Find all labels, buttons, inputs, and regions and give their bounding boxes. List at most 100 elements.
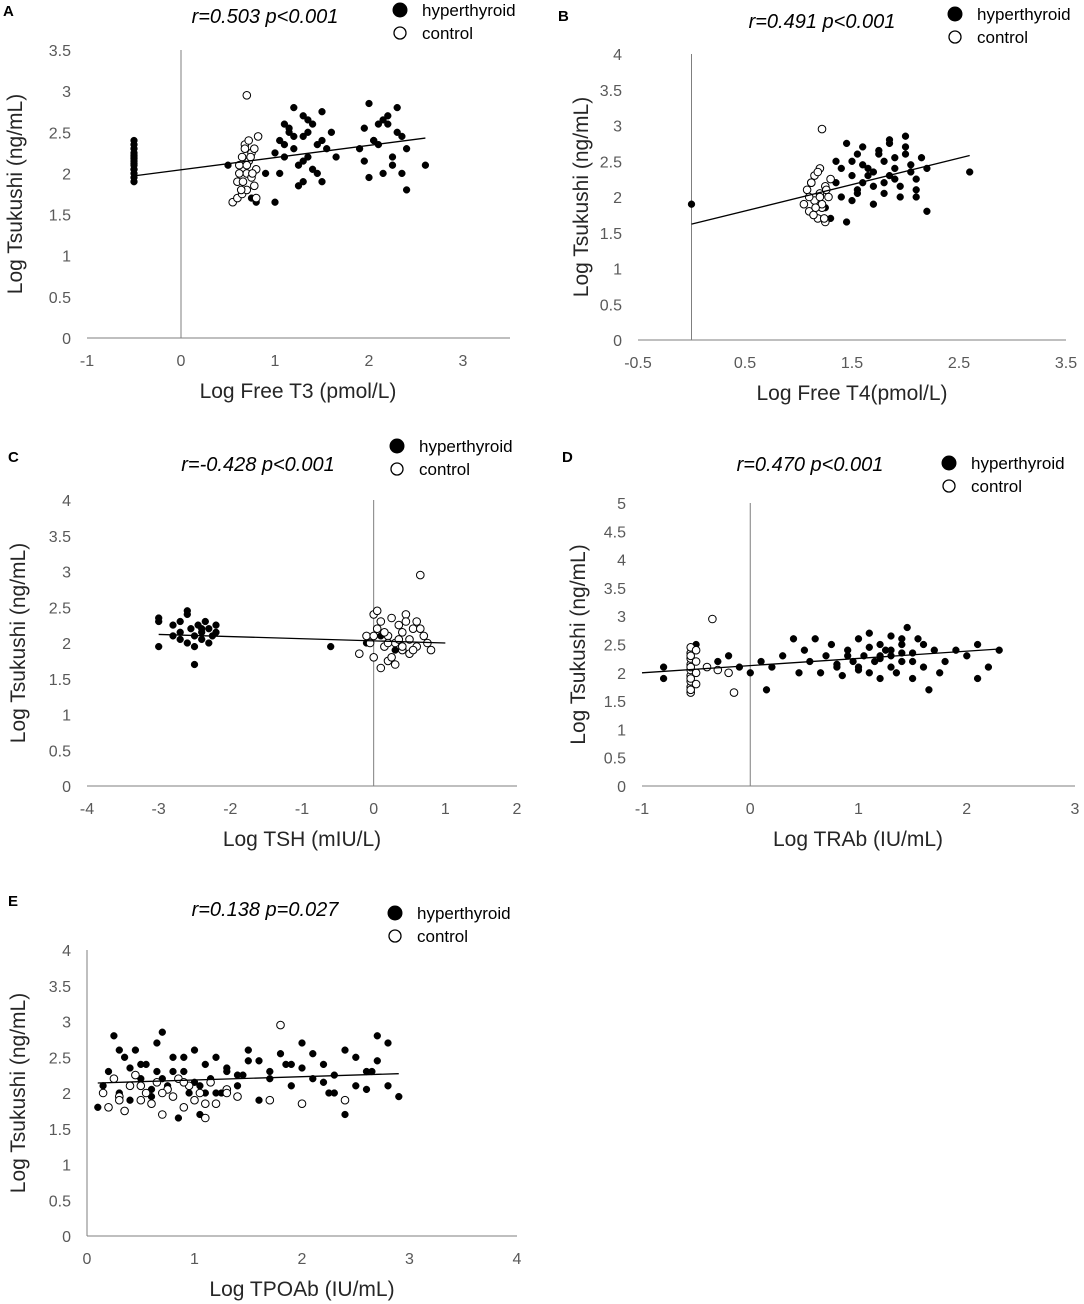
hyperthyroid-point bbox=[319, 1060, 328, 1069]
y-tick-label: 4 bbox=[62, 943, 71, 960]
hyperthyroid-point bbox=[914, 635, 922, 643]
hyperthyroid-point bbox=[266, 1067, 274, 1076]
control-point bbox=[158, 1110, 167, 1119]
hyperthyroid-point bbox=[153, 1039, 161, 1047]
panel-c: C r=-0.428 p<0.001 0 0.5 1 1.5 2 2.5 3 3.5 4 -4 -3… bbox=[7, 437, 522, 851]
trendline bbox=[133, 137, 426, 177]
y-axis-title: Log Tsukushi (ng/mL) bbox=[4, 94, 27, 294]
x-tick-label: -0.5 bbox=[624, 355, 652, 372]
hyperthyroid-point bbox=[395, 1092, 403, 1101]
legend-control-marker bbox=[948, 30, 962, 44]
hyperthyroid-point bbox=[158, 1028, 166, 1036]
hyperthyroid-point bbox=[402, 145, 411, 153]
hyperthyroid-point bbox=[892, 669, 901, 677]
hyperthyroid-point bbox=[903, 623, 911, 632]
hyperthyroid-point bbox=[919, 640, 928, 649]
hyperthyroid-point bbox=[313, 169, 321, 178]
hyperthyroid-point bbox=[180, 1053, 188, 1061]
y-tick-label: 4 bbox=[62, 493, 71, 510]
x-tick-label: 1.5 bbox=[841, 355, 863, 372]
hyperthyroid-point bbox=[169, 1053, 177, 1061]
hyperthyroid-point bbox=[379, 116, 387, 124]
hyperthyroid-point bbox=[384, 1039, 392, 1047]
hyperthyroid-point bbox=[201, 617, 209, 626]
hyperthyroid-point bbox=[244, 1046, 252, 1054]
x-axis-title: Log Free T4(pmol/L) bbox=[756, 382, 947, 405]
y-tick-label: 2 bbox=[62, 1086, 71, 1103]
hyperthyroid-point bbox=[816, 669, 825, 677]
hyperthyroid-point bbox=[901, 143, 910, 151]
control-point bbox=[729, 688, 739, 697]
hyperthyroid-point bbox=[325, 1089, 333, 1097]
control-point bbox=[136, 1081, 146, 1091]
control-point bbox=[201, 1113, 210, 1123]
hyperthyroid-point bbox=[299, 157, 307, 165]
control-point bbox=[383, 638, 393, 648]
control-point bbox=[242, 160, 252, 170]
control-point bbox=[141, 1088, 151, 1098]
hyperthyroid-point bbox=[198, 625, 206, 633]
y-axis-title: Log Tsukushi (ng/mL) bbox=[570, 97, 593, 297]
hyperthyroid-point bbox=[714, 657, 722, 666]
hyperthyroid-point bbox=[724, 652, 733, 660]
y-tick-label: 1.5 bbox=[49, 1122, 71, 1139]
y-tick-label: 2 bbox=[62, 636, 71, 653]
y-tick-label: 4.5 bbox=[604, 524, 626, 541]
y-tick-label: 2.5 bbox=[49, 125, 71, 142]
hyperthyroid-point bbox=[901, 132, 910, 140]
hyperthyroid-point bbox=[887, 663, 895, 671]
hyperthyroid-point bbox=[266, 1075, 274, 1083]
legend-control-label: control bbox=[417, 927, 468, 946]
hyperthyroid-point bbox=[402, 186, 411, 194]
hyperthyroid-point bbox=[110, 1032, 118, 1040]
control-point bbox=[104, 1103, 113, 1112]
trendline bbox=[691, 154, 970, 225]
y-tick-label: 3 bbox=[613, 119, 622, 136]
y-tick-label: 1 bbox=[62, 249, 71, 266]
legend-control-label: control bbox=[971, 477, 1022, 496]
hyperthyroid-point bbox=[212, 1053, 220, 1061]
y-tick-label: 3.5 bbox=[49, 979, 71, 996]
y-tick-label: 2 bbox=[62, 166, 71, 183]
control-point bbox=[109, 1074, 119, 1083]
y-tick-label: 3.5 bbox=[604, 581, 626, 598]
y-tick-label: 0.5 bbox=[49, 1193, 71, 1210]
hyperthyroid-point bbox=[115, 1046, 123, 1054]
hyperthyroid-point bbox=[365, 99, 373, 108]
hyperthyroid-point bbox=[360, 124, 368, 132]
hyperthyroid-point bbox=[282, 1060, 290, 1069]
stats-label: r=0.138 p=0.027 bbox=[192, 899, 340, 921]
control-point bbox=[401, 617, 411, 626]
hyperthyroid-point bbox=[876, 640, 884, 649]
legend-hyperthyroid-label: hyperthyroid bbox=[422, 1, 516, 20]
hyperthyroid-point bbox=[309, 1050, 317, 1058]
stats-label: r=0.503 p<0.001 bbox=[192, 6, 339, 28]
y-tick-label: 5 bbox=[617, 496, 626, 513]
hyperthyroid-point bbox=[294, 161, 303, 169]
control-point bbox=[276, 1020, 285, 1030]
hyperthyroid-point bbox=[795, 669, 803, 677]
hyperthyroid-point bbox=[984, 663, 993, 671]
hyperthyroid-point bbox=[360, 157, 368, 165]
y-tick-label: 2.5 bbox=[600, 154, 622, 171]
legend-control-marker bbox=[390, 462, 404, 476]
hyperthyroid-point bbox=[205, 625, 213, 633]
control-point bbox=[799, 199, 809, 209]
hyperthyroid-point bbox=[290, 132, 298, 141]
hyperthyroid-point bbox=[837, 164, 845, 173]
hyperthyroid-point bbox=[384, 120, 392, 128]
control-point bbox=[813, 167, 823, 177]
control-point bbox=[426, 645, 436, 655]
hyperthyroid-point bbox=[373, 1032, 381, 1040]
hyperthyroid-point bbox=[885, 139, 894, 148]
hyperthyroid-point bbox=[936, 669, 944, 677]
hyperthyroid-point bbox=[898, 635, 906, 643]
control-point bbox=[179, 1103, 189, 1112]
x-tick-label: 1 bbox=[190, 1251, 199, 1268]
hyperthyroid-point bbox=[941, 657, 949, 666]
hyperthyroid-point bbox=[190, 1046, 199, 1054]
hyperthyroid-point bbox=[94, 1103, 102, 1111]
hyperthyroid-point bbox=[746, 669, 754, 677]
control-point bbox=[297, 1099, 307, 1108]
y-tick-label: 1 bbox=[617, 722, 626, 739]
